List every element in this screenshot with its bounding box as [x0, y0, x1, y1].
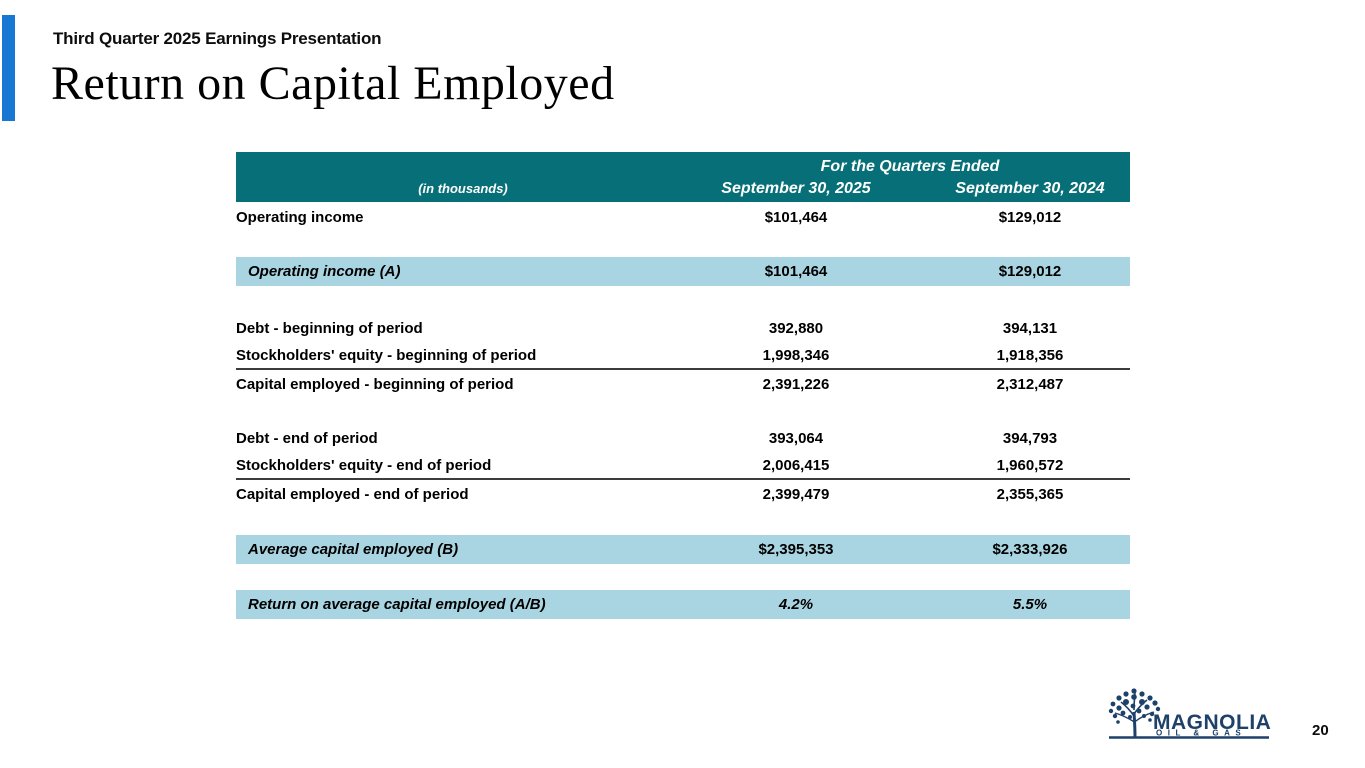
table-row: Stockholders' equity - beginning of peri… — [236, 342, 1130, 370]
row-value-2024: 1,918,356 — [996, 346, 1064, 364]
table-row-highlight: Return on average capital employed (A/B)… — [236, 590, 1130, 619]
row-value-2025: 4.2% — [778, 596, 814, 613]
column-header-2024: September 30, 2024 — [955, 180, 1105, 197]
table-row-highlight: Operating income (A) $101,464 $129,012 — [236, 257, 1130, 286]
row-value-2025: $2,395,353 — [758, 541, 834, 558]
logo-wordmark: MAGNOLIA — [1153, 711, 1271, 734]
logo-tagline: OIL & GAS — [1156, 729, 1246, 738]
magnolia-logo: MAGNOLIA OIL & GAS — [1106, 686, 1272, 748]
presentation-subtitle: Third Quarter 2025 Earnings Presentation — [53, 29, 382, 48]
row-value-2025: $101,464 — [764, 208, 828, 226]
row-value-2024: 394,793 — [1002, 429, 1058, 447]
row-value-2024: 2,312,487 — [996, 375, 1064, 393]
row-value-2025: 2,391,226 — [762, 375, 830, 393]
row-value-2024: $129,012 — [998, 208, 1062, 226]
table-row: Operating income $101,464 $129,012 — [236, 203, 1130, 231]
page-title: Return on Capital Employed — [51, 57, 615, 110]
table-row-highlight: Average capital employed (B) $2,395,353 … — [236, 535, 1130, 564]
accent-bar — [2, 15, 15, 121]
table-row: Capital employed - end of period 2,399,4… — [236, 480, 1130, 508]
row-value-2025: 1,998,346 — [762, 346, 830, 364]
row-label: Debt - end of period — [236, 429, 378, 447]
row-value-2024: 5.5% — [1012, 596, 1048, 613]
row-value-2024: $2,333,926 — [992, 541, 1068, 558]
units-label: (in thousands) — [418, 181, 508, 196]
column-header-2025: September 30, 2025 — [721, 180, 871, 197]
page-number: 20 — [1312, 722, 1329, 739]
row-label: Average capital employed (B) — [248, 541, 459, 558]
table-row: Capital employed - beginning of period 2… — [236, 370, 1130, 398]
row-value-2025: $101,464 — [764, 263, 828, 280]
row-value-2025: 392,880 — [768, 319, 824, 337]
roce-table: (in thousands) For the Quarters Ended Se… — [236, 152, 1130, 619]
row-label: Operating income (A) — [248, 263, 401, 280]
row-value-2025: 2,399,479 — [762, 485, 830, 503]
row-value-2025: 2,006,415 — [762, 456, 830, 474]
table-row: Debt - end of period 393,064 394,793 — [236, 424, 1130, 452]
row-value-2024: 1,960,572 — [996, 456, 1064, 474]
row-label: Operating income — [236, 208, 364, 226]
row-label: Debt - beginning of period — [236, 319, 423, 337]
table-header: (in thousands) For the Quarters Ended Se… — [236, 152, 1130, 202]
row-value-2025: 393,064 — [768, 429, 824, 447]
row-value-2024: 394,131 — [1002, 319, 1058, 337]
table-row: Stockholders' equity - end of period 2,0… — [236, 452, 1130, 480]
magnolia-tree-icon: MAGNOLIA OIL & GAS — [1108, 688, 1271, 739]
column-group-header: For the Quarters Ended — [820, 158, 1000, 175]
row-label: Stockholders' equity - beginning of peri… — [236, 346, 537, 364]
table-row: Debt - beginning of period 392,880 394,1… — [236, 314, 1130, 342]
row-label: Stockholders' equity - end of period — [236, 456, 492, 474]
row-value-2024: 2,355,365 — [996, 485, 1064, 503]
row-label: Return on average capital employed (A/B) — [248, 596, 546, 613]
row-value-2024: $129,012 — [998, 263, 1062, 280]
row-label: Capital employed - end of period — [236, 485, 469, 503]
row-label: Capital employed - beginning of period — [236, 375, 514, 393]
